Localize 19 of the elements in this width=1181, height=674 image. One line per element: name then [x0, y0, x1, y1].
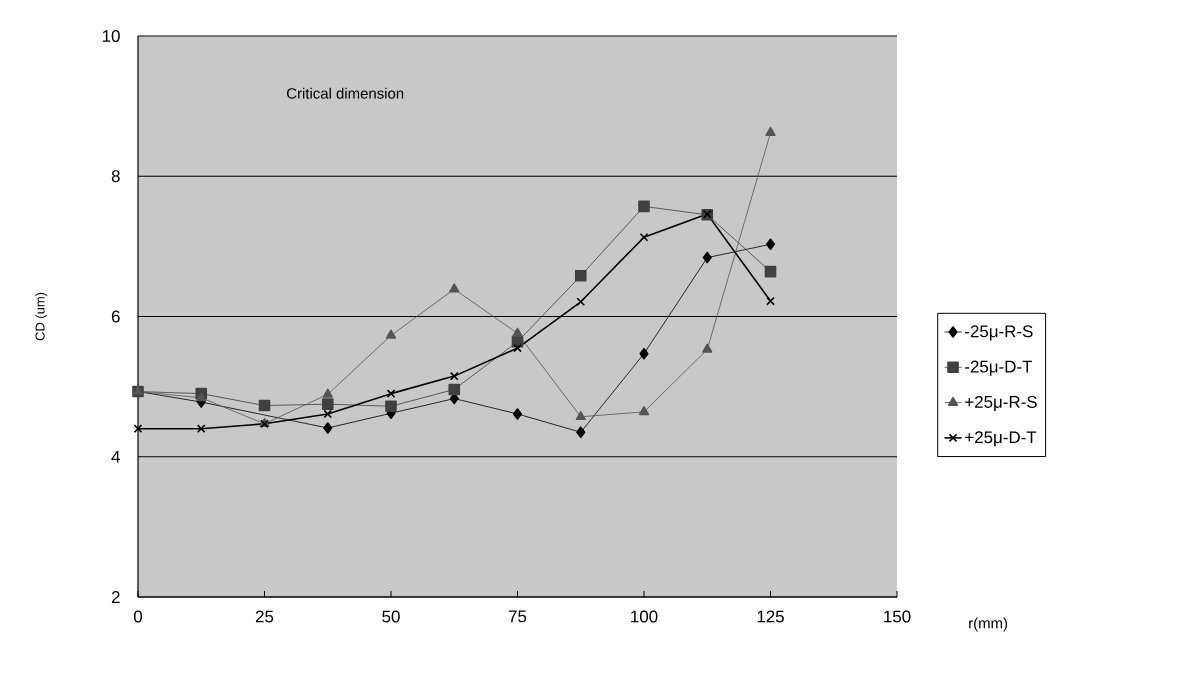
y-axis-title: CD (um): [35, 292, 48, 341]
y-tick-label: 2: [111, 591, 120, 603]
x-tick-label: 0: [133, 610, 143, 623]
y-tick-label: 10: [102, 30, 120, 42]
legend-label: +25μ-R-S: [965, 395, 1037, 412]
x-tick-label: 75: [508, 610, 527, 623]
x-axis-title: r(mm): [969, 617, 1008, 632]
x-tick-label: 125: [757, 610, 784, 623]
y-tick-label: 6: [111, 310, 120, 323]
x-tick-label: 50: [382, 610, 400, 623]
legend-label: +25μ-D-T: [965, 431, 1037, 447]
x-tick-label: 25: [255, 610, 274, 623]
legend-label: -25μ-D-T: [965, 360, 1033, 376]
y-tick-label: 4: [111, 450, 120, 463]
y-tick-label: 8: [111, 170, 120, 183]
x-tick-label: 150: [884, 610, 911, 623]
legend-label: -25μ-R-S: [965, 325, 1033, 341]
x-tick-label: 100: [631, 610, 658, 623]
annotation: Critical dimension: [287, 87, 404, 99]
